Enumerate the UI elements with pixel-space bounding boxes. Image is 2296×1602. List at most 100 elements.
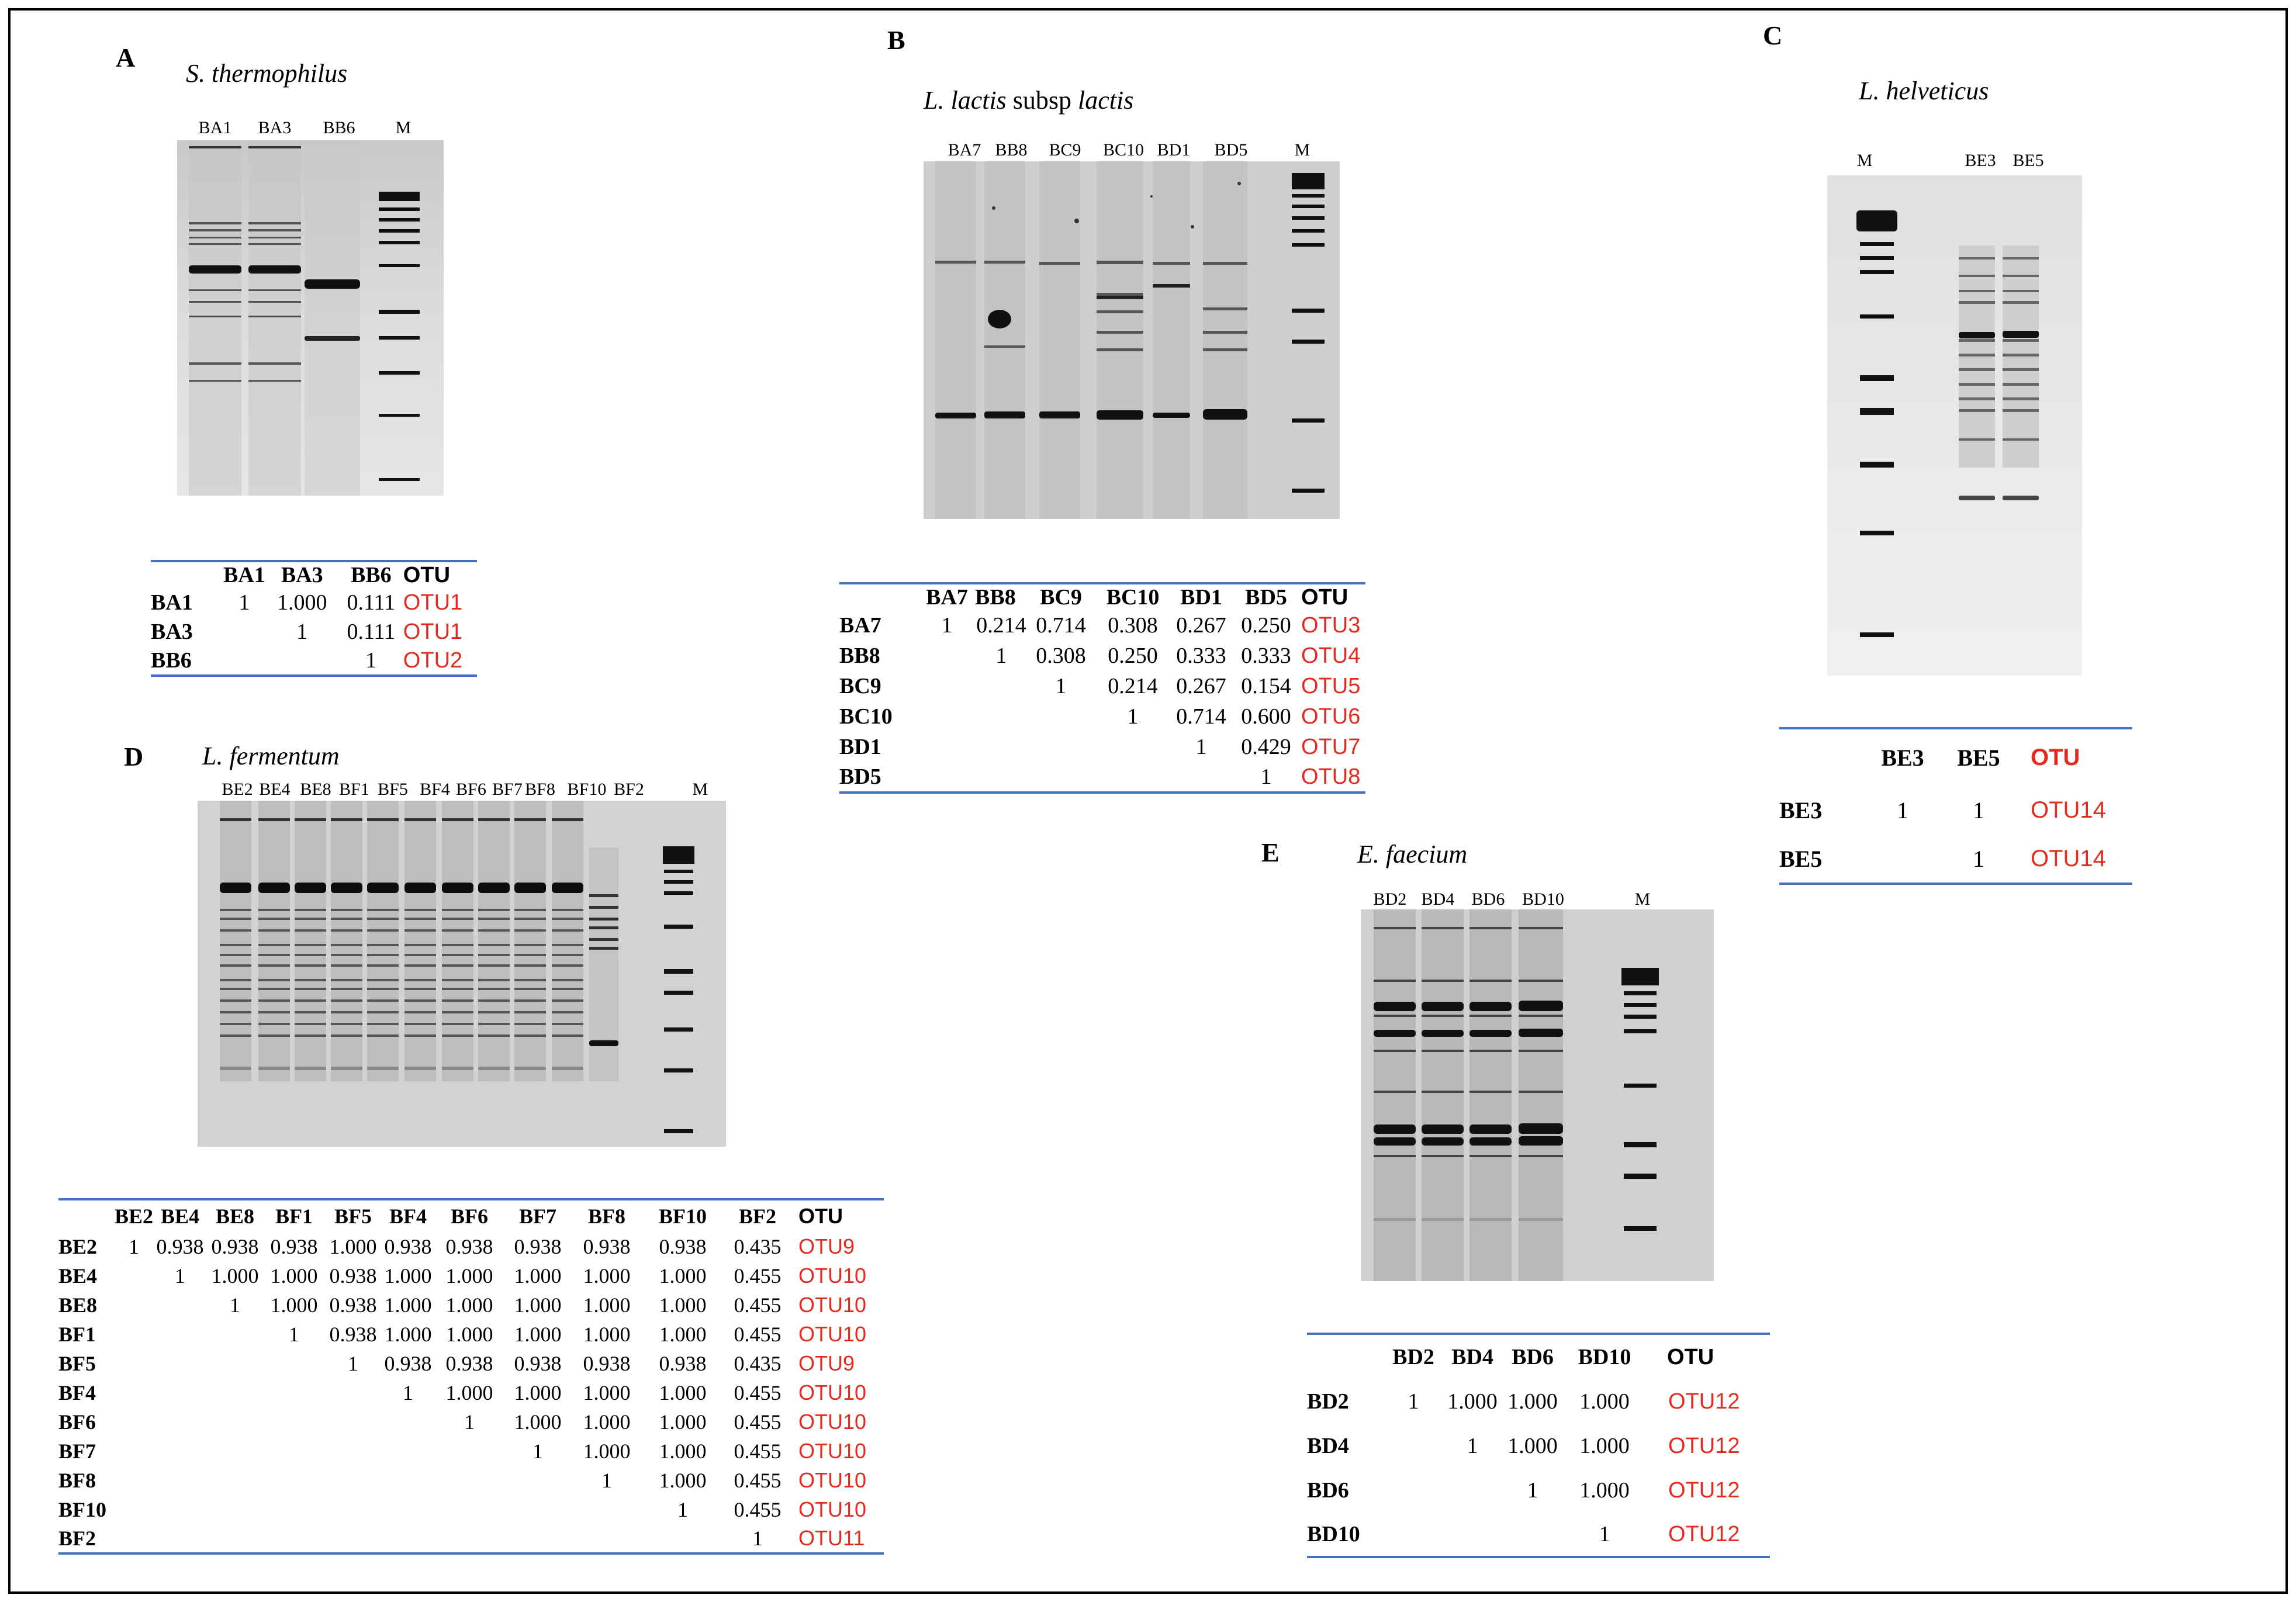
- otu-cell: OTU7: [1301, 734, 1361, 759]
- table-cell: 1.000: [583, 1323, 631, 1346]
- table-cell: 1.000: [445, 1381, 493, 1404]
- table-cell: 0.938: [329, 1264, 377, 1288]
- lane-label: BA3: [258, 118, 292, 137]
- table-cell: 1.000: [384, 1293, 432, 1317]
- table-cell: [919, 762, 975, 793]
- table-cell: 0.429: [1241, 735, 1291, 759]
- table-cell: 1.000: [514, 1264, 562, 1288]
- panel-c-similarity-table: BE3 BE5 OTU BE3 1 1 OTU14 BE5 1 OTU14: [1779, 727, 2132, 885]
- table-cell: 0.938: [211, 1235, 259, 1258]
- table-cell: [975, 701, 1028, 732]
- table-cell: 1.000: [277, 590, 327, 615]
- table-cell: 0.333: [1241, 643, 1291, 668]
- col-header: OTU: [403, 562, 451, 587]
- row-header: BF1: [58, 1323, 96, 1346]
- lane-label: BF6: [456, 780, 486, 799]
- col-header: BE5: [1957, 744, 2000, 771]
- table-cell: [115, 1495, 153, 1524]
- table-cell: 0.455: [734, 1381, 782, 1404]
- table-row: BA7 1 0.214 0.714 0.308 0.267 0.250 OTU3: [839, 610, 1365, 641]
- table-cell: 1: [1973, 845, 1984, 872]
- table-cell: [153, 1349, 207, 1378]
- table-cell: 1.000: [445, 1293, 493, 1317]
- table-cell: 1: [1260, 764, 1272, 789]
- table-cell: [919, 732, 975, 762]
- table-cell: [435, 1466, 504, 1495]
- table-cell: 1: [1599, 1522, 1610, 1546]
- lane-label: BA7: [948, 140, 981, 160]
- lane-label: BF2: [614, 780, 644, 799]
- table-cell: [325, 1466, 381, 1495]
- table-cell: [207, 1524, 263, 1553]
- col-header: BF2: [739, 1205, 777, 1228]
- table-cell: 0.938: [583, 1235, 631, 1258]
- lane-label: BD2: [1373, 890, 1407, 909]
- otu-cell: OTU9: [798, 1351, 855, 1375]
- table-cell: [381, 1495, 435, 1524]
- table-cell: [325, 1437, 381, 1466]
- otu-cell: OTU12: [1668, 1478, 1740, 1503]
- table-cell: 0.111: [347, 590, 396, 615]
- col-header: BA7: [926, 585, 968, 610]
- row-header: BA3: [151, 620, 193, 644]
- panel-e-label: E: [1261, 838, 1280, 867]
- table-cell: [1028, 701, 1094, 732]
- lane-label: BE8: [300, 780, 331, 799]
- panel-a-gel-image: [177, 140, 444, 496]
- table-cell: 1.000: [514, 1381, 562, 1404]
- panel-e-similarity-table: BD2 BD4 BD6 BD10 OTU BD2 1 1.000 1.000 1.000…: [1307, 1333, 1770, 1558]
- col-header: BD6: [1512, 1345, 1554, 1369]
- lane-label: BD4: [1421, 890, 1455, 909]
- table-cell: 1: [941, 613, 953, 638]
- table-cell: 1.000: [514, 1323, 562, 1346]
- otu-cell: OTU14: [2031, 845, 2106, 871]
- table-cell: [223, 617, 265, 646]
- col-header: BC10: [1106, 585, 1160, 610]
- panel-c-gel-image: [1827, 175, 2082, 676]
- table-cell: 1.000: [583, 1264, 631, 1288]
- otu-cell: OTU12: [1668, 1521, 1740, 1546]
- table-cell: [1440, 1513, 1505, 1557]
- table-cell: [381, 1407, 435, 1437]
- row-header: BF2: [58, 1527, 96, 1550]
- table-cell: [153, 1407, 207, 1437]
- table-cell: [115, 1378, 153, 1407]
- table-cell: [572, 1524, 642, 1553]
- table-row: BB8 1 0.308 0.250 0.333 0.333 OTU4: [839, 641, 1365, 671]
- table-cell: 1: [752, 1527, 763, 1550]
- table-row: BA1 1 1.000 0.111 OTU1: [151, 588, 477, 617]
- table-cell: [504, 1495, 572, 1524]
- table-cell: 1.000: [659, 1264, 707, 1288]
- table-cell: [207, 1320, 263, 1349]
- lane-label: BB6: [323, 118, 355, 137]
- otu-cell: OTU5: [1301, 673, 1361, 698]
- table-cell: [642, 1524, 724, 1553]
- otu-cell: OTU10: [798, 1322, 867, 1346]
- table-row: BE4 1 1.000 1.000 0.938 1.000 1.000 1.000 1.000 1…: [58, 1261, 884, 1290]
- table-cell: 0.938: [156, 1235, 204, 1258]
- table-row: BC9 1 0.214 0.267 0.154 OTU5: [839, 671, 1365, 701]
- lane-label: BD5: [1214, 140, 1248, 160]
- table-cell: [153, 1466, 207, 1495]
- table-cell: 1: [348, 1352, 359, 1375]
- table-cell: [153, 1495, 207, 1524]
- table-cell: 1: [365, 648, 377, 673]
- table-cell: [115, 1437, 153, 1466]
- panel-b-species-genus: L. lactis: [924, 86, 1007, 115]
- row-header: BF6: [58, 1410, 96, 1434]
- table-cell: 1.000: [583, 1440, 631, 1463]
- table-cell: 0.938: [329, 1323, 377, 1346]
- table-row: BD4 1 1.000 1.000 OTU12: [1307, 1424, 1770, 1468]
- col-header: BE2: [115, 1205, 154, 1228]
- table-cell: 0.267: [1176, 674, 1226, 698]
- table-row: BD1 1 0.429 OTU7: [839, 732, 1365, 762]
- panel-c-species: L. helveticus: [1859, 77, 1989, 105]
- row-header: BE8: [58, 1293, 98, 1317]
- panel-a-similarity-table: BA1 BA3 BB6 OTU BA1 1 1.000 0.111 OTU1 BA3 1 0.…: [151, 560, 477, 677]
- table-cell: [263, 1378, 325, 1407]
- col-header: BD10: [1578, 1345, 1631, 1369]
- col-header: BF7: [519, 1205, 557, 1228]
- lane-label: BF10: [567, 780, 607, 799]
- table-cell: 1.000: [659, 1440, 707, 1463]
- table-cell: [919, 671, 975, 701]
